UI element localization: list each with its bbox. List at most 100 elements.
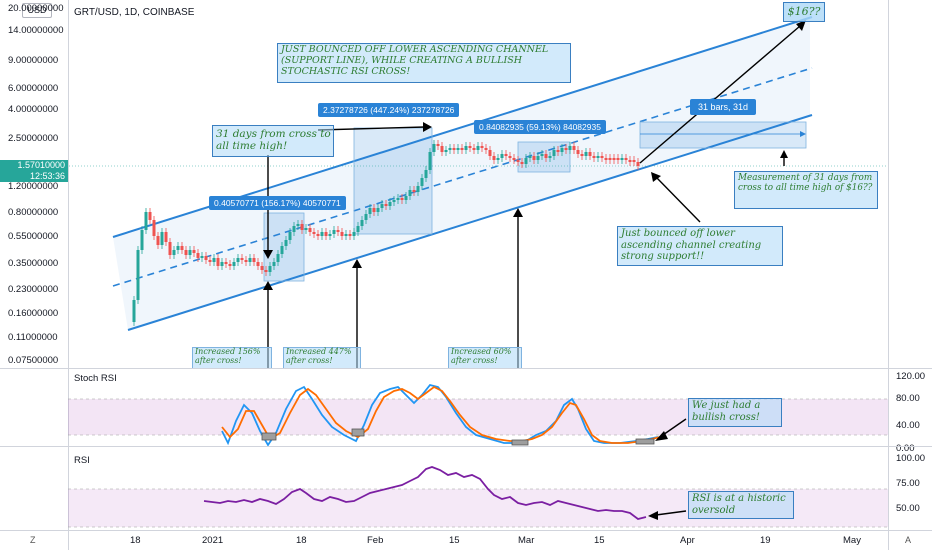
rsi-tick-label: 50.00 [896, 503, 920, 514]
currency-badge[interactable]: USD [22, 3, 52, 18]
time-tick-label: 19 [760, 535, 771, 546]
time-tick-label: Mar [518, 535, 535, 546]
candle-body [544, 154, 548, 158]
candle-body [224, 262, 228, 264]
rsi-title: RSI [74, 455, 90, 466]
candle-body [468, 146, 472, 148]
price-tick-label: 0.07500000 [8, 355, 59, 366]
channel-mid-line [112, 67, 813, 287]
candle-body [496, 158, 500, 160]
candle-body [308, 228, 312, 232]
candle-body [464, 146, 468, 150]
candle-body [428, 152, 432, 170]
price-tick-label: 0.35000000 [8, 258, 59, 269]
candle-body [208, 260, 212, 262]
increase-note-3: Increased 60% after cross! [448, 347, 522, 369]
candle-body [368, 208, 372, 214]
candle-body [356, 226, 360, 232]
candle-body [164, 232, 168, 242]
candle-body [364, 214, 368, 220]
price-tick-label: 6.00000000 [8, 83, 59, 94]
price-tick-label: 14.00000000 [8, 25, 64, 36]
candle-body [612, 158, 616, 160]
symbol-title: GRT/USD, 1D, COINBASE [74, 7, 195, 18]
candle-body [600, 156, 604, 158]
candle-body [336, 230, 340, 232]
price-tick-label: 0.16000000 [8, 308, 59, 319]
candle-body [532, 156, 536, 160]
candle-body [432, 144, 436, 152]
candle-body [184, 250, 188, 255]
candle-body [360, 220, 364, 226]
time-tick-label: 2021 [202, 535, 224, 546]
candle-body [148, 212, 152, 220]
price-tick-label: 1.20000000 [8, 181, 59, 192]
candle-body [412, 190, 416, 192]
measure-tag-2: 2.37278726 (447.24%) 237278726 [318, 103, 460, 117]
candle-body [324, 232, 328, 236]
price-tick-label: 0.11000000 [8, 332, 58, 343]
price-tick-label: 9.00000000 [8, 55, 59, 66]
candle-body [244, 260, 248, 262]
candle-body [196, 253, 200, 258]
auto-scale-button[interactable]: A [905, 535, 912, 545]
candle-body [480, 146, 484, 148]
time-tick-label: Apr [680, 535, 695, 546]
candle-body [168, 242, 172, 255]
channel-fill [113, 18, 810, 330]
stoch-rsi-pane[interactable]: Stoch RSI We just had a bullish cross! [0, 369, 888, 446]
candle-body [416, 186, 420, 192]
candle-body [316, 234, 320, 236]
candle-body [248, 258, 252, 262]
candle-body [444, 150, 448, 152]
candle-body [344, 234, 348, 236]
candle-body [528, 156, 532, 158]
target-label: $16?? [783, 2, 825, 22]
candle-body [400, 198, 404, 200]
stoch-d-line [221, 385, 661, 444]
stoch-tick-label: 80.00 [896, 393, 920, 404]
candlestick-series [132, 140, 640, 326]
candle-body [572, 146, 576, 150]
measurement-note: Measurement of 31 days from cross to all… [734, 171, 878, 209]
measure-box-4 [639, 121, 807, 149]
candle-body [596, 156, 600, 158]
candle-body [488, 150, 492, 156]
time-tick-label: 18 [130, 535, 141, 546]
bounce-note: JUST BOUNCED OFF LOWER ASCENDING CHANNEL… [277, 43, 571, 83]
price-tick-label: 0.55000000 [8, 231, 59, 242]
candle-body [520, 162, 524, 164]
candle-body [152, 220, 156, 236]
stoch-note: We just had a bullish cross! [688, 398, 782, 427]
current-price-tag: 1.57010000 12:53:36 [0, 160, 68, 182]
candle-body [156, 236, 160, 245]
price-chart-canvas[interactable] [0, 0, 888, 368]
candle-body [524, 158, 528, 164]
price-tick-label: 2.50000000 [8, 133, 59, 144]
candle-body [472, 148, 476, 150]
measure-tag-1: 0.40570771 (156.17%) 40570771 [209, 196, 346, 210]
candle-body [580, 154, 584, 156]
candle-body [568, 146, 572, 150]
stoch-tick-label: 120.00 [896, 371, 926, 382]
candle-body [372, 208, 376, 212]
rsi-pane[interactable]: RSI RSI is at a historic oversold [0, 447, 888, 530]
candle-body [484, 148, 488, 150]
price-tick-label: 0.23000000 [8, 284, 59, 295]
candle-body [512, 158, 516, 160]
candle-body [560, 148, 564, 152]
candle-body [144, 212, 148, 230]
candle-body [280, 246, 284, 254]
candle-body [160, 232, 164, 245]
candle-body [620, 158, 624, 160]
candle-body [540, 154, 544, 156]
candle-body [452, 148, 456, 150]
candle-body [200, 256, 204, 258]
zoom-left-button[interactable]: Z [30, 535, 36, 545]
candle-body [220, 262, 224, 266]
main-chart-pane[interactable]: GRT/USD, 1D, COINBASE [0, 0, 888, 369]
candle-body [376, 208, 380, 212]
days-note: 31 days from cross to all time high! [212, 125, 334, 157]
candle-body [420, 178, 424, 186]
candle-body [628, 160, 632, 162]
